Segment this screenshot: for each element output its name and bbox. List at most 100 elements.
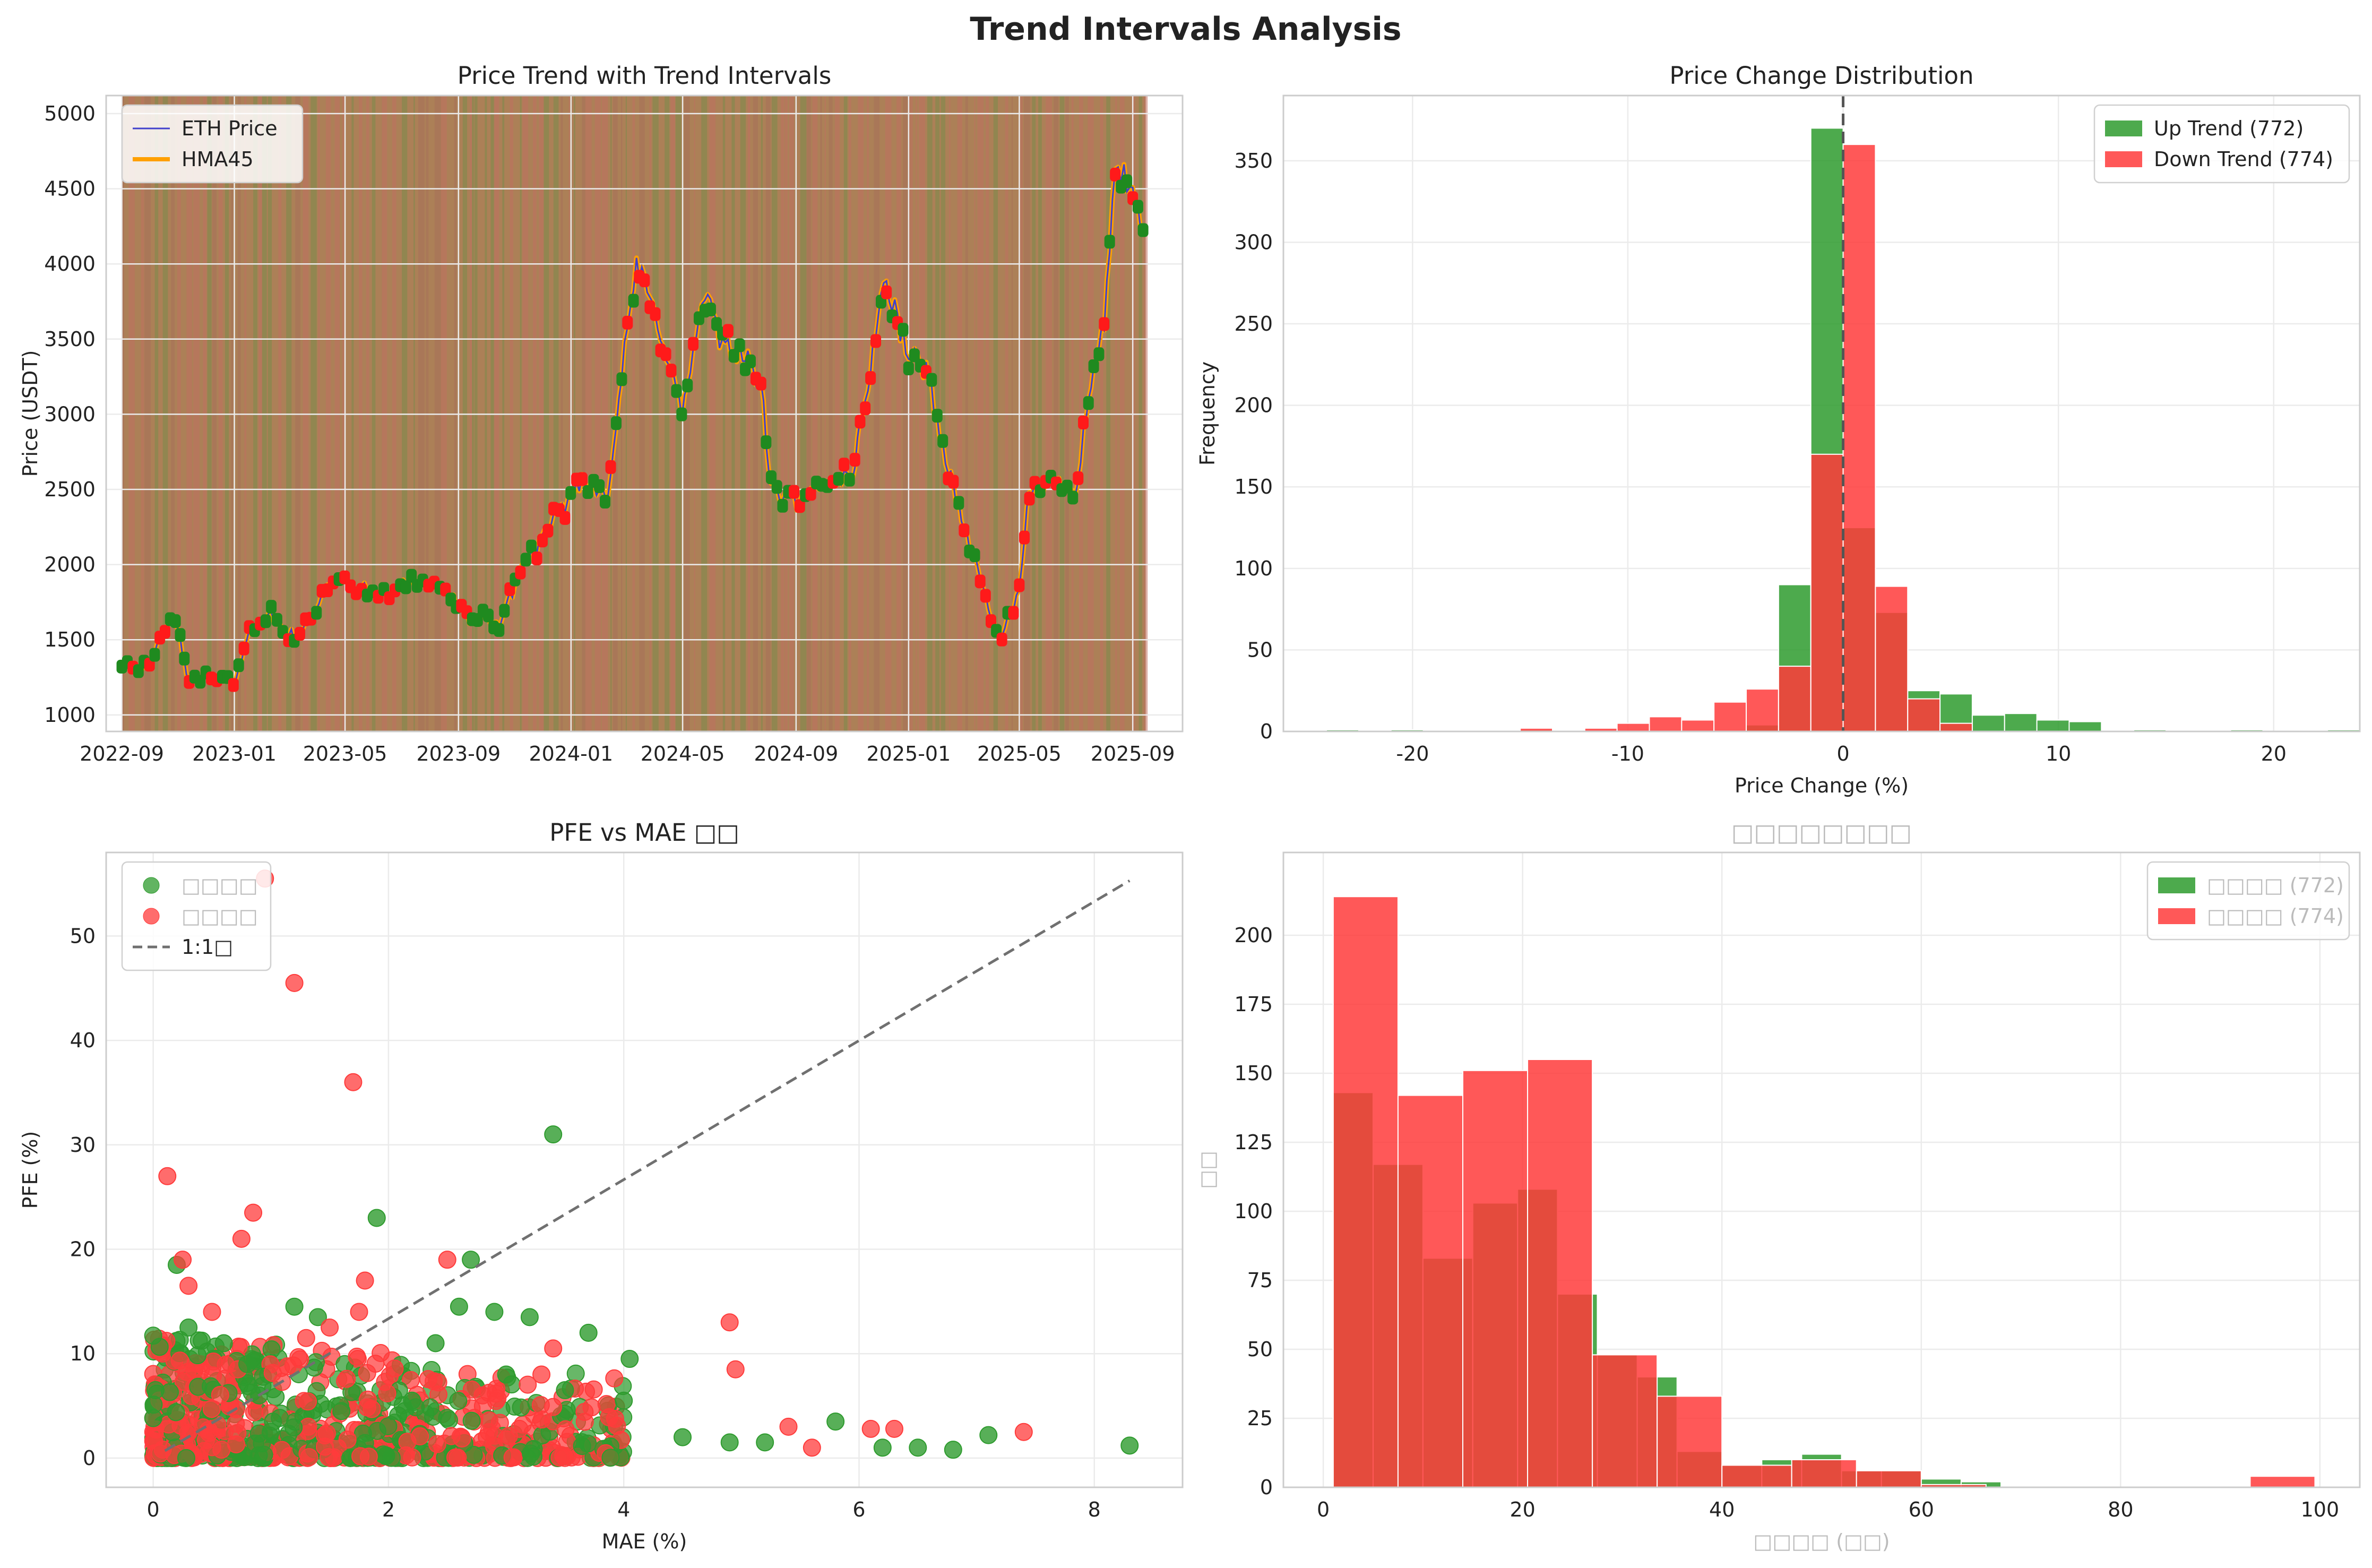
up-trend-marker	[761, 435, 772, 450]
histogram-bar	[1649, 716, 1683, 733]
down-trend-point	[297, 1329, 315, 1347]
trend-interval	[949, 96, 951, 731]
trend-interval	[490, 96, 494, 731]
y-tick-label: 100	[1234, 557, 1273, 580]
down-trend-point	[428, 1435, 446, 1453]
histogram-bar	[1907, 698, 1941, 732]
axes-frame	[1282, 94, 2361, 733]
y-tick-label: 20	[70, 1238, 96, 1261]
x-tick-label: 2024-05	[641, 742, 725, 765]
y-tick-label: 125	[1234, 1131, 1273, 1154]
y-tick-label: 200	[1234, 394, 1273, 417]
trend-interval	[974, 96, 976, 731]
down-trend-marker	[980, 589, 991, 603]
trend-interval	[231, 96, 234, 731]
trend-interval	[413, 96, 415, 731]
up-trend-point	[449, 1392, 468, 1410]
trend-interval	[582, 96, 585, 731]
down-trend-point	[378, 1384, 396, 1402]
down-trend-marker	[1024, 492, 1035, 506]
up-trend-marker	[271, 613, 282, 627]
up-trend-point	[909, 1438, 927, 1457]
trend-interval	[789, 96, 794, 731]
up-trend-point	[179, 1319, 198, 1337]
down-trend-point	[779, 1417, 798, 1436]
histogram-bar	[1681, 719, 1715, 732]
down-trend-point	[348, 1347, 366, 1366]
trend-interval	[885, 96, 892, 731]
up-trend-marker	[833, 472, 844, 486]
trend-interval	[977, 96, 984, 731]
up-trend-marker	[628, 294, 639, 308]
up-trend-marker	[844, 472, 855, 487]
down-trend-point	[285, 973, 304, 992]
trend-interval	[418, 96, 425, 731]
one-to-one-line	[164, 879, 1131, 1452]
up-trend-point	[544, 1125, 563, 1144]
trend-interval	[824, 96, 826, 731]
histogram-bar	[1527, 1059, 1593, 1488]
y-tick-label: 350	[1234, 149, 1273, 173]
up-trend-marker	[260, 614, 271, 628]
up-trend-point	[382, 1449, 401, 1467]
up-trend-point	[308, 1308, 327, 1326]
down-trend-point	[606, 1409, 624, 1428]
down-trend-marker	[789, 485, 800, 499]
down-trend-marker	[839, 458, 850, 472]
down-trend-point	[174, 1251, 192, 1269]
x-tick-label: 2022-09	[80, 742, 164, 765]
trend-interval	[896, 96, 902, 731]
y-tick-label: 200	[1234, 924, 1273, 947]
trend-interval	[701, 96, 708, 731]
trend-interval	[494, 96, 499, 731]
x-axis-label: □□□□ (□□)	[1753, 1530, 1890, 1553]
down-trend-point	[203, 1438, 221, 1457]
y-tick-label: 30	[70, 1133, 96, 1157]
up-trend-point	[262, 1340, 281, 1359]
trend-interval	[472, 96, 474, 731]
x-tick-label: 2025-05	[977, 742, 1062, 765]
down-trend-marker	[1008, 606, 1019, 620]
up-trend-marker	[526, 539, 537, 554]
down-trend-marker	[576, 472, 588, 486]
trend-interval	[753, 96, 758, 731]
up-trend-point	[485, 1303, 504, 1321]
down-trend-marker	[860, 401, 871, 416]
y-axis-label: PFE (%)	[19, 1131, 42, 1209]
y-tick-label: 4000	[44, 252, 96, 275]
down-trend-point	[204, 1352, 223, 1371]
trend-interval	[295, 96, 301, 731]
legend-label: □□□□ (774)	[2207, 904, 2344, 928]
down-trend-marker	[605, 460, 616, 474]
down-trend-point	[178, 1363, 196, 1381]
x-tick-label: 2024-01	[529, 742, 613, 765]
up-trend-point	[426, 1334, 445, 1352]
up-trend-point	[579, 1323, 598, 1342]
subplot-title: □□□□□□□□	[1731, 819, 1912, 847]
trend-interval	[237, 96, 241, 731]
trend-interval	[334, 96, 340, 731]
down-trend-marker	[974, 574, 986, 589]
trend-interval	[820, 96, 822, 731]
histogram-bar	[1721, 1464, 1792, 1488]
up-trend-marker	[953, 496, 964, 510]
histogram-bar	[1397, 1095, 1463, 1488]
y-tick-label: 50	[1247, 1338, 1273, 1361]
trend-interval	[278, 96, 282, 731]
trend-interval	[203, 96, 206, 731]
down-trend-marker	[542, 523, 554, 538]
histogram-bar	[1939, 722, 1973, 732]
trend-interval	[993, 96, 998, 731]
up-trend-marker	[671, 384, 682, 398]
down-trend-marker	[228, 678, 239, 692]
up-trend-marker	[520, 553, 531, 567]
up-trend-marker	[777, 498, 788, 513]
legend-label: 1:1□	[182, 935, 233, 959]
trend-interval	[1119, 96, 1125, 731]
down-trend-point	[803, 1438, 821, 1457]
up-trend-point	[177, 1449, 195, 1467]
up-trend-point	[368, 1421, 386, 1440]
histogram-bar	[1875, 585, 1909, 732]
histogram-bar	[2004, 713, 2038, 732]
